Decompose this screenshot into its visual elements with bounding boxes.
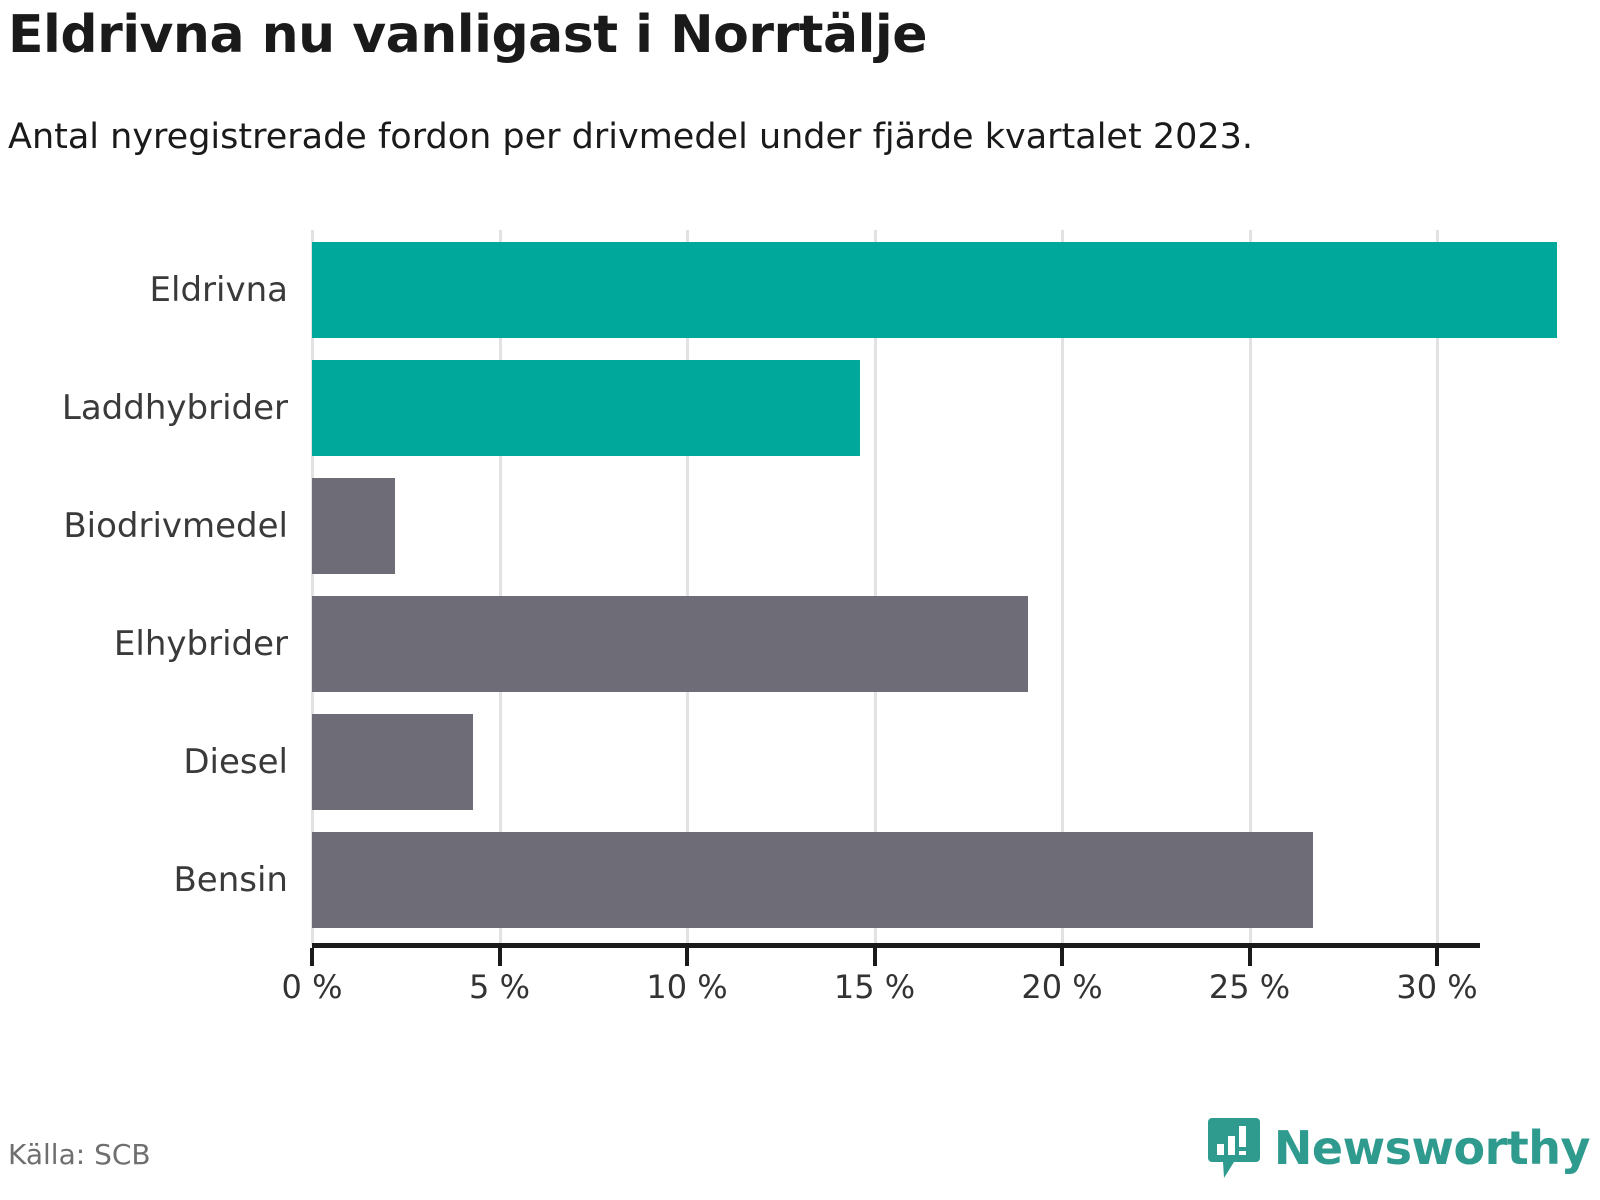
x-tick-label: 0 % [281,968,343,1006]
bar-chart-speech-bubble-icon [1207,1118,1260,1178]
gridline-30 [1436,230,1439,945]
x-tick-0 [310,948,314,966]
bar-bensin[interactable] [312,832,1314,928]
x-tick-5 [497,948,502,966]
category-label-diesel: Diesel [183,742,288,782]
x-axis-line [312,943,1480,948]
gridline-15 [873,230,877,945]
x-tick-30 [1435,948,1439,966]
page-title: Eldrivna nu vanligast i Norrtälje [8,5,928,65]
x-tick-label: 10 % [646,968,728,1006]
bar-eldrivna[interactable] [312,242,1557,338]
category-label-bensin: Bensin [173,860,288,900]
x-tick-label: 30 % [1396,968,1478,1006]
brand-name: Newsworthy [1273,1121,1591,1175]
x-tick-label: 25 % [1208,968,1291,1006]
source-note: Källa: SCB [8,1138,151,1171]
bar-biodrivmedel[interactable] [312,478,395,574]
gridlines-group [311,230,1480,945]
category-label-elhybrider: Elhybrider [113,624,288,664]
gridline-20 [1061,230,1064,945]
gridline-25 [1248,230,1252,945]
category-label-eldrivna: Eldrivna [149,270,288,310]
newsworthy-logo[interactable]: Newsworthy [1207,1118,1591,1178]
x-tick-10 [685,948,689,966]
x-tick-label: 20 % [1021,968,1103,1006]
gridline-5 [498,230,502,945]
category-label-laddhybrider: Laddhybrider [61,388,288,428]
x-tick-20 [1060,948,1064,966]
x-tick-15 [872,948,877,966]
x-tick-25 [1247,948,1252,966]
page-subtitle: Antal nyregistrerade fordon per drivmede… [8,117,1254,157]
bar-elhybrider[interactable] [312,596,1029,692]
gridline-10 [686,230,689,945]
x-tick-label: 15 % [833,968,916,1006]
bar-diesel[interactable] [312,714,474,810]
category-label-biodrivmedel: Biodrivmedel [63,506,288,546]
x-tick-label: 5 % [469,968,530,1006]
bar-laddhybrider[interactable] [312,360,860,456]
gridline-0 [311,230,314,945]
